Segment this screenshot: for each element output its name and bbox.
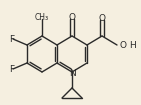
- Text: F: F: [9, 35, 15, 43]
- Text: O: O: [119, 41, 126, 49]
- Text: H: H: [129, 41, 136, 49]
- Text: N: N: [69, 68, 75, 77]
- Text: CH₃: CH₃: [35, 12, 49, 22]
- Text: F: F: [9, 64, 15, 74]
- Text: O: O: [69, 12, 75, 22]
- Text: O: O: [99, 14, 105, 22]
